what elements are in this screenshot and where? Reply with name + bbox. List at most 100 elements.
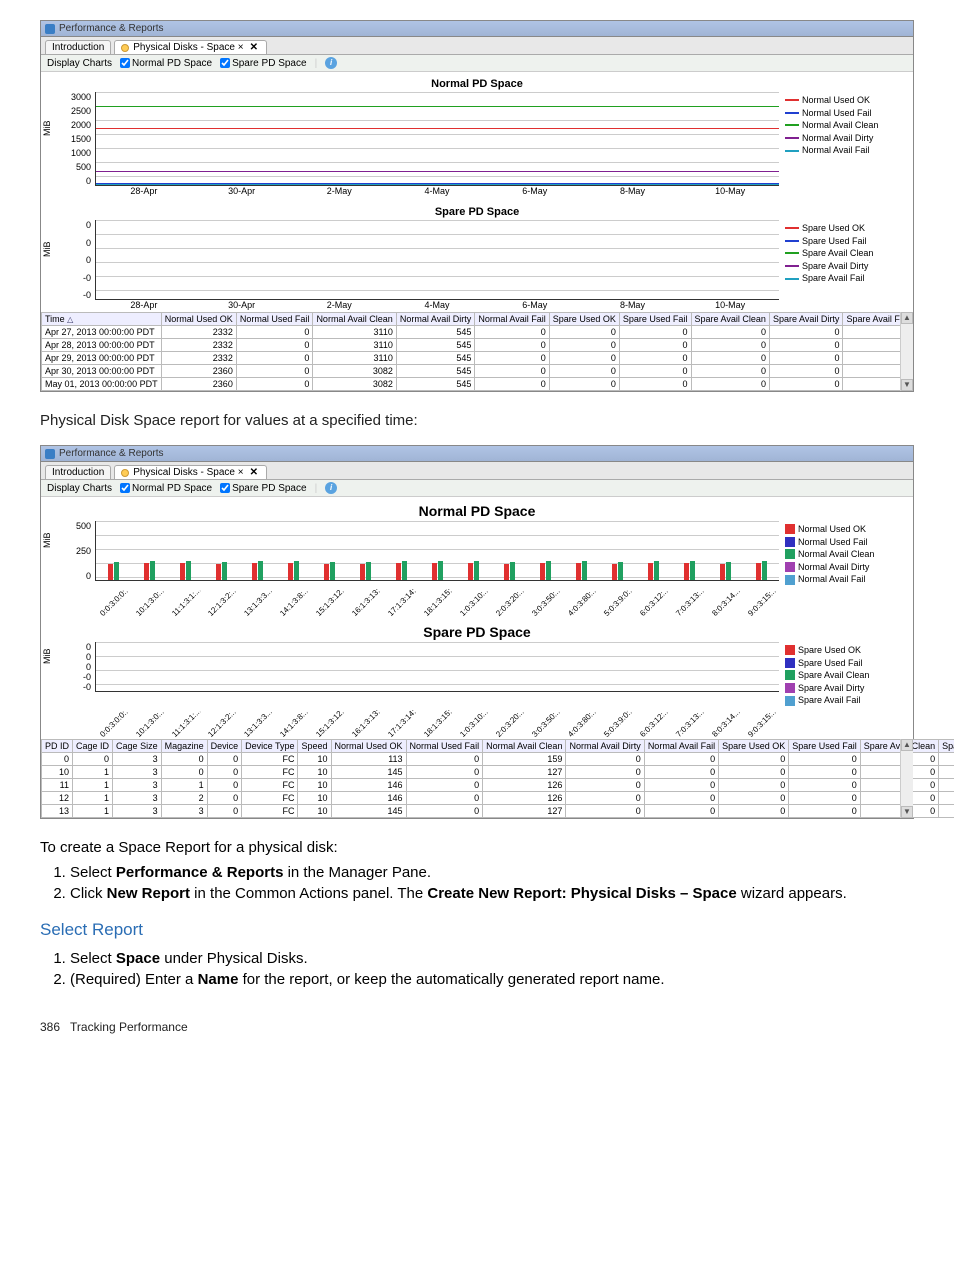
table-cell: 0	[566, 778, 644, 791]
checkbox-spare-pd-space[interactable]: Spare PD Space	[220, 483, 307, 494]
table-header[interactable]: Normal Avail Clean	[483, 739, 566, 752]
table-cell: 1	[73, 791, 113, 804]
x-tick: 10-May	[681, 186, 779, 196]
table-row[interactable]: May 01, 2013 00:00:00 PDT236003082545000…	[42, 378, 913, 391]
table-header[interactable]: Normal Avail Dirty	[566, 739, 644, 752]
table-header[interactable]: Normal Used OK	[161, 313, 236, 326]
legend-swatch	[785, 575, 795, 585]
legend-item: Normal Avail Fail	[785, 573, 909, 586]
table-row[interactable]: Apr 28, 2013 00:00:00 PDT233203110545000…	[42, 339, 913, 352]
tab-introduction[interactable]: Introduction	[45, 40, 111, 54]
x-tick: 28-Apr	[95, 186, 193, 196]
table-cell: 0	[644, 804, 718, 817]
scroll-down-icon[interactable]: ▼	[901, 379, 913, 391]
table-cell: 0	[619, 326, 691, 339]
tab-close-icon[interactable]: ✕	[248, 467, 260, 478]
legend-item: Normal Used Fail	[785, 536, 909, 549]
scrollbar[interactable]: ▲ ▼	[900, 312, 913, 391]
table-header[interactable]: Normal Used Fail	[236, 313, 313, 326]
bar-group	[743, 521, 779, 580]
table-header[interactable]: Normal Avail Clean	[313, 313, 396, 326]
spare-chart-plot	[95, 220, 779, 300]
scroll-down-icon[interactable]: ▼	[901, 806, 913, 818]
checkbox-normal-pd-space[interactable]: Normal PD Space	[120, 58, 212, 69]
table-row[interactable]: 00300FC1011301590000000	[42, 752, 954, 765]
table-cell: 0	[939, 765, 954, 778]
data-table-1: Time △Normal Used OKNormal Used FailNorm…	[41, 312, 913, 391]
table-header[interactable]: Cage ID	[73, 739, 113, 752]
x-tick: 8-May	[584, 300, 682, 310]
table-cell: 0	[939, 752, 954, 765]
table-row[interactable]: 111310FC1014601260000000	[42, 778, 954, 791]
table-header[interactable]: Normal Used OK	[331, 739, 406, 752]
tab-introduction[interactable]: Introduction	[45, 465, 111, 479]
bar-group	[384, 521, 420, 580]
table-header[interactable]: Device Type	[242, 739, 298, 752]
checkbox-spare-pd-space[interactable]: Spare PD Space	[220, 58, 307, 69]
legend-item: Spare Avail Fail	[785, 272, 909, 285]
legend-item: Spare Used OK	[785, 644, 909, 657]
y-tick: -0	[45, 273, 91, 283]
table-header[interactable]: Device	[207, 739, 242, 752]
table-row[interactable]: Apr 27, 2013 00:00:00 PDT233203110545000…	[42, 326, 913, 339]
table-row[interactable]: 131330FC1014501270000000	[42, 804, 954, 817]
table-row[interactable]: 101300FC1014501270000000	[42, 765, 954, 778]
table-cell: 146	[331, 778, 406, 791]
table-header[interactable]: Normal Avail Dirty	[396, 313, 474, 326]
table-cell: 0	[161, 752, 207, 765]
scroll-up-icon[interactable]: ▲	[901, 312, 913, 324]
table-cell: 3	[113, 765, 162, 778]
table-cell: 127	[483, 804, 566, 817]
list-item: Select Space under Physical Disks.	[70, 950, 914, 967]
table-header[interactable]: Normal Avail Fail	[475, 313, 549, 326]
table-header[interactable]: Spare Avail Dirty	[770, 313, 843, 326]
normal-chart-legend: Normal Used OKNormal Used Fail Normal Ava…	[779, 521, 909, 586]
table-header[interactable]: Spare Avail Clean	[691, 313, 769, 326]
table-row[interactable]: Apr 29, 2013 00:00:00 PDT233203110545000…	[42, 352, 913, 365]
table-cell: 0	[691, 326, 769, 339]
table-header[interactable]: Cage Size	[113, 739, 162, 752]
tab-physical-disks-space[interactable]: Physical Disks - Space × ✕	[114, 465, 267, 479]
tab-physical-disks-space[interactable]: Physical Disks - Space × ✕	[114, 40, 267, 54]
scrollbar[interactable]: ▲ ▼	[900, 739, 913, 818]
legend-label: Spare Used OK	[802, 222, 865, 235]
table-cell: 0	[549, 326, 619, 339]
y-tick: 2500	[45, 106, 91, 116]
legend-item: Spare Used OK	[785, 222, 909, 235]
table-cell: 0	[644, 791, 718, 804]
info-icon[interactable]: i	[325, 482, 337, 494]
legend-item: Spare Used Fail	[785, 657, 909, 670]
table-header[interactable]: Spare Avail Dirty	[939, 739, 954, 752]
x-tick: 4-May	[388, 186, 486, 196]
table-cell: 0	[549, 365, 619, 378]
bar-group	[276, 521, 312, 580]
legend-label: Spare Used Fail	[802, 235, 867, 248]
tab-close-icon[interactable]: ✕	[248, 42, 260, 53]
table-header[interactable]: Speed	[298, 739, 331, 752]
table-header[interactable]: Spare Used OK	[719, 739, 789, 752]
window-title: Performance & Reports	[59, 448, 164, 459]
table-header[interactable]: PD ID	[42, 739, 73, 752]
table-header[interactable]: Magazine	[161, 739, 207, 752]
legend-swatch	[785, 683, 795, 693]
table-cell: 0	[691, 365, 769, 378]
table-header[interactable]: Spare Used Fail	[789, 739, 861, 752]
table-cell: 0	[691, 378, 769, 391]
table-header[interactable]: Spare Used OK	[549, 313, 619, 326]
scroll-up-icon[interactable]: ▲	[901, 739, 913, 751]
table-header[interactable]: Normal Avail Fail	[644, 739, 718, 752]
bar-group	[491, 521, 527, 580]
bar	[144, 563, 149, 580]
table-header[interactable]: Spare Used Fail	[619, 313, 691, 326]
legend-item: Normal Used OK	[785, 523, 909, 536]
info-icon[interactable]: i	[325, 57, 337, 69]
table-header[interactable]: Time △	[42, 313, 162, 326]
legend-label: Normal Avail Clean	[802, 119, 878, 132]
table-row[interactable]: Apr 30, 2013 00:00:00 PDT236003082545000…	[42, 365, 913, 378]
performance-reports-window-2: Performance & Reports Introduction Physi…	[40, 445, 914, 819]
bar	[216, 564, 221, 580]
y-axis-label: MiB	[42, 242, 52, 258]
checkbox-normal-pd-space[interactable]: Normal PD Space	[120, 483, 212, 494]
table-header[interactable]: Normal Used Fail	[406, 739, 483, 752]
table-row[interactable]: 121320FC1014601260000000	[42, 791, 954, 804]
